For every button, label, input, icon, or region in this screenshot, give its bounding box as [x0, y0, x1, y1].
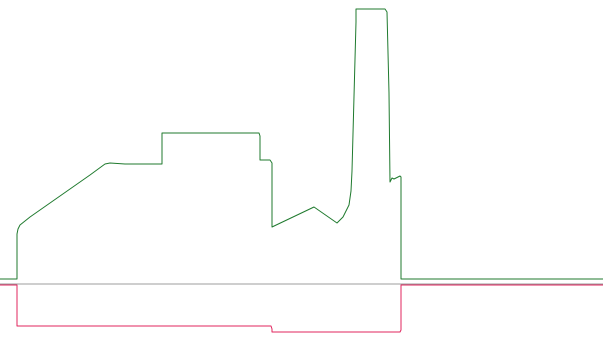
- series-line-lower: [0, 284, 603, 333]
- series-line-upper: [0, 8, 603, 280]
- series-group: [0, 8, 603, 333]
